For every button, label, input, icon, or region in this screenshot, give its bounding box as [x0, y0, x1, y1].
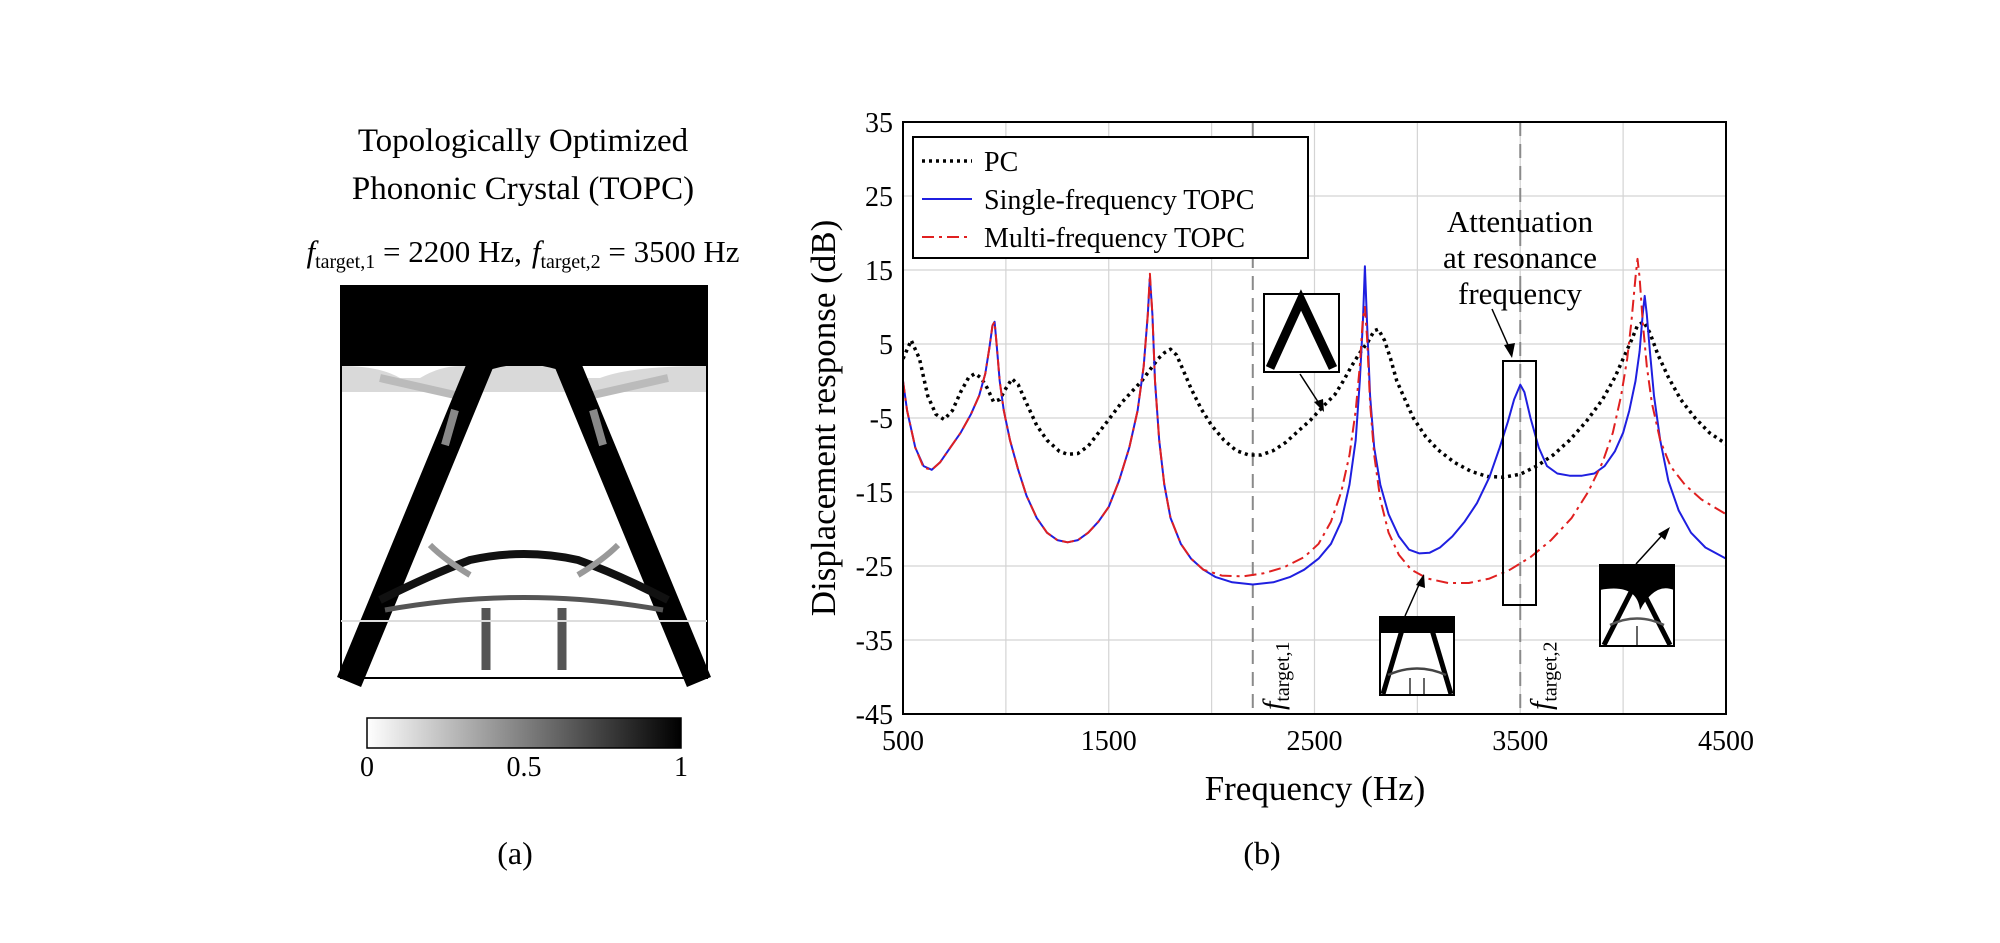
target-frequencies-label: ftarget,1 = 2200 Hz, ftarget,2 = 3500 Hz	[306, 234, 739, 273]
y-tick-label: -5	[870, 404, 893, 435]
y-tick-label: -25	[856, 552, 893, 583]
colorbar-tick-1: 1	[674, 752, 688, 783]
target-frequency-label-2: ftarget,2	[1524, 641, 1561, 710]
y-tick-label: 5	[879, 330, 893, 361]
f1-subscript: target,1	[315, 251, 375, 273]
f1-value: = 2200 Hz,	[375, 234, 522, 269]
inset-multi-topc-cell	[1599, 527, 1675, 647]
x-tick-labels: 500 1500 2500 3500 4500	[882, 726, 1754, 757]
target-frequency-label-1: ftarget,1	[1257, 641, 1294, 710]
y-tick-label: -35	[856, 626, 893, 657]
resonance-highlight-box	[1502, 360, 1537, 606]
y-tick-labels: -45 -35 -25 -15 -5 5 15 25 35	[856, 108, 893, 731]
annotation-line-1: Attenuation	[1447, 204, 1594, 239]
x-tick-label: 4500	[1698, 726, 1754, 757]
colorbar: 0 0.5 1	[360, 717, 688, 783]
panel-a: Topologically Optimized Phononic Crystal…	[306, 123, 739, 871]
y-tick-label: 35	[865, 108, 893, 139]
x-tick-label: 1500	[1081, 726, 1137, 757]
annotation-line-3: frequency	[1458, 276, 1582, 311]
x-tick-label: 2500	[1287, 726, 1343, 757]
f2-subscript: target,2	[541, 251, 601, 273]
x-tick-label: 500	[882, 726, 924, 757]
panel-a-title-line1: Topologically Optimized	[358, 123, 689, 159]
series-lines	[903, 257, 1726, 586]
legend-label-single: Single-frequency TOPC	[984, 185, 1254, 216]
y-tick-label: -15	[856, 478, 893, 509]
x-tick-label: 3500	[1492, 726, 1548, 757]
y-tick-label: 15	[865, 256, 893, 287]
series-line-0	[903, 320, 1726, 479]
y-axis-label: Displacement response (dB)	[804, 220, 843, 617]
legend-label-pc: PC	[984, 147, 1018, 178]
inset-pc-cell	[1263, 289, 1340, 412]
colorbar-tick-0: 0	[360, 752, 374, 783]
plot-frame	[902, 121, 1727, 715]
colorbar-tick-0-5: 0.5	[507, 752, 542, 783]
attenuation-annotation: Attenuation at resonance frequency	[1443, 204, 1597, 606]
panel-b-caption: (b)	[1243, 835, 1280, 871]
annotation-line-2: at resonance	[1443, 240, 1597, 275]
topology-unit-cell	[337, 285, 711, 687]
inset-single-topc-cell	[1379, 574, 1455, 696]
y-tick-label: 25	[865, 182, 893, 213]
x-axis-label: Frequency (Hz)	[1205, 769, 1426, 808]
legend: PC Single-frequency TOPC Multi-frequency…	[912, 136, 1309, 259]
panel-a-title-line2: Phononic Crystal (TOPC)	[352, 171, 694, 207]
y-tick-label: -45	[856, 700, 893, 731]
legend-label-multi: Multi-frequency TOPC	[984, 223, 1245, 254]
target-frequency-lines: ftarget,1 ftarget,2	[1251, 122, 1561, 714]
f2-value: = 3500 Hz	[601, 234, 740, 269]
panel-b: ftarget,1 ftarget,2 500 1500 2500 3500 4500 -…	[804, 108, 1754, 871]
panel-a-caption: (a)	[497, 835, 533, 871]
